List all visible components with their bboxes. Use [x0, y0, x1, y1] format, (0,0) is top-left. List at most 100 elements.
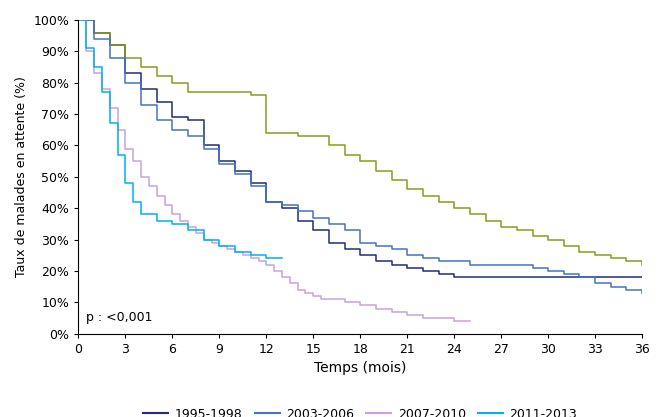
- 2011-2013: [215, 243, 223, 248]
- 1995-1998: [591, 275, 599, 280]
- 1995-1998: [325, 240, 333, 245]
- 2003-2006: [231, 171, 239, 176]
- 1999-2002: [356, 158, 364, 163]
- 1995-1998: [263, 199, 271, 204]
- 2011-2013: [200, 237, 207, 242]
- 1999-2002: [529, 234, 537, 239]
- 2007-2010: [176, 218, 184, 223]
- 2003-2006: [607, 284, 615, 289]
- 2003-2006: [388, 246, 396, 251]
- 2003-2006: [263, 199, 271, 204]
- 1995-1998: [340, 246, 348, 251]
- 1999-2002: [481, 218, 489, 223]
- 2007-2010: [231, 249, 239, 254]
- 1995-1998: [497, 275, 505, 280]
- 2003-2006: [325, 221, 333, 226]
- 1995-1998: [137, 86, 145, 91]
- 1999-2002: [466, 212, 474, 217]
- 2007-2010: [356, 303, 364, 308]
- 1999-2002: [247, 93, 255, 98]
- 2007-2010: [419, 315, 427, 320]
- 2007-2010: [294, 287, 302, 292]
- 2003-2006: [513, 262, 521, 267]
- 2003-2006: [184, 133, 192, 138]
- 1995-1998: [544, 275, 552, 280]
- 1999-2002: [294, 133, 302, 138]
- 1999-2002: [560, 243, 568, 248]
- 2003-2006: [137, 102, 145, 107]
- 2007-2010: [317, 296, 325, 301]
- 2007-2010: [114, 127, 122, 132]
- Line: 2003-2006: 2003-2006: [78, 20, 642, 293]
- 2007-2010: [215, 243, 223, 248]
- 2003-2006: [74, 18, 82, 23]
- 2007-2010: [301, 290, 309, 295]
- 2003-2006: [372, 243, 380, 248]
- 1999-2002: [607, 256, 615, 261]
- 1995-1998: [372, 259, 380, 264]
- 1995-1998: [168, 115, 176, 120]
- 2007-2010: [98, 86, 106, 91]
- 2003-2006: [340, 228, 348, 233]
- 1995-1998: [153, 99, 161, 104]
- 2003-2006: [153, 118, 161, 123]
- 2003-2006: [638, 290, 646, 295]
- 2003-2006: [294, 209, 302, 214]
- 1995-1998: [419, 269, 427, 274]
- 2011-2013: [122, 181, 130, 186]
- 1999-2002: [153, 74, 161, 79]
- 2003-2006: [466, 262, 474, 267]
- 2003-2006: [122, 80, 130, 85]
- 1999-2002: [497, 224, 505, 229]
- 1999-2002: [372, 168, 380, 173]
- 2007-2010: [372, 306, 380, 311]
- 2011-2013: [168, 221, 176, 226]
- 2003-2006: [435, 259, 443, 264]
- 1995-1998: [215, 158, 223, 163]
- 1999-2002: [74, 18, 82, 23]
- X-axis label: Temps (mois): Temps (mois): [314, 361, 406, 375]
- 1999-2002: [435, 199, 443, 204]
- 2011-2013: [82, 46, 90, 51]
- 1995-1998: [184, 118, 192, 123]
- Line: 2011-2013: 2011-2013: [78, 20, 282, 259]
- 1995-1998: [309, 228, 317, 233]
- 1999-2002: [388, 178, 396, 183]
- 2007-2010: [270, 269, 278, 274]
- 1995-1998: [529, 275, 537, 280]
- 1999-2002: [419, 193, 427, 198]
- 2011-2013: [231, 249, 239, 254]
- 2007-2010: [325, 296, 333, 301]
- 2007-2010: [255, 259, 263, 264]
- 1999-2002: [137, 65, 145, 70]
- 1999-2002: [90, 30, 98, 35]
- 2007-2010: [403, 312, 411, 317]
- 2007-2010: [122, 146, 130, 151]
- 2007-2010: [153, 193, 161, 198]
- 1999-2002: [575, 249, 583, 254]
- 2007-2010: [74, 18, 82, 23]
- 1999-2002: [168, 80, 176, 85]
- 2007-2010: [160, 203, 168, 208]
- 2003-2006: [356, 240, 364, 245]
- 2007-2010: [129, 158, 137, 163]
- 1995-1998: [560, 275, 568, 280]
- 2003-2006: [309, 215, 317, 220]
- 1995-1998: [403, 265, 411, 270]
- 1995-1998: [74, 18, 82, 23]
- 2011-2013: [129, 199, 137, 204]
- 2003-2006: [575, 275, 583, 280]
- Text: p : <0,001: p : <0,001: [86, 311, 153, 324]
- 2003-2006: [106, 55, 114, 60]
- 2003-2006: [560, 271, 568, 276]
- 2007-2010: [466, 319, 474, 324]
- 2007-2010: [184, 224, 192, 229]
- 2007-2010: [168, 212, 176, 217]
- 2007-2010: [192, 231, 200, 236]
- 1999-2002: [231, 90, 239, 95]
- 2011-2013: [184, 228, 192, 233]
- 2007-2010: [263, 262, 271, 267]
- 1995-1998: [106, 43, 114, 48]
- 2003-2006: [278, 203, 286, 208]
- 2007-2010: [286, 281, 294, 286]
